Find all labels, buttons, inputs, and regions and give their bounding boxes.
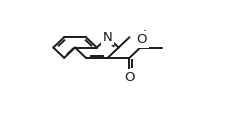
Text: O: O <box>136 33 147 46</box>
Text: Cl: Cl <box>134 30 147 43</box>
Text: O: O <box>124 71 135 84</box>
Text: N: N <box>103 31 113 44</box>
